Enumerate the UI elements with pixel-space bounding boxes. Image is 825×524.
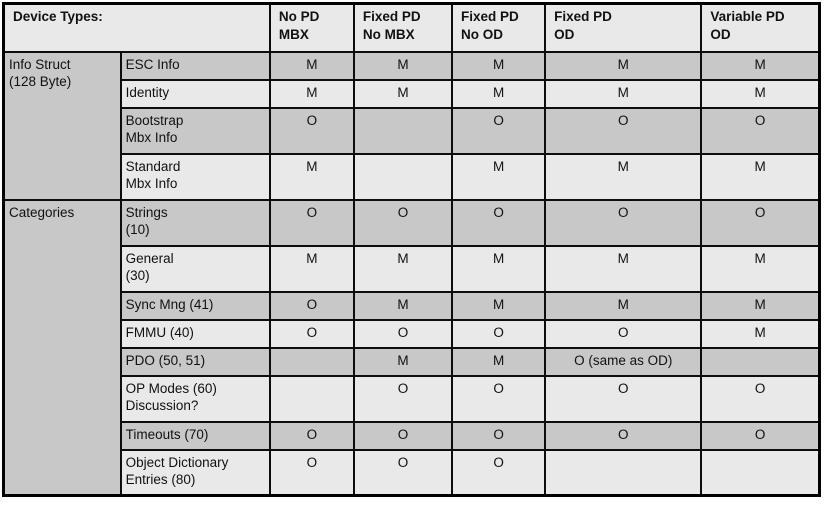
row-label: FMMU (40) [119,318,271,349]
group-cell-info-struct: Info Struct (128 Byte) [2,50,122,201]
value-cell: M [544,152,703,201]
value-cell: M [352,244,454,293]
col-header-no-pd-mbx: No PD MBX [268,2,355,53]
table-row-timeouts: Timeouts (70) O O O O O [4,420,821,451]
value-cell: O [451,106,547,155]
value-cell: O [352,318,454,349]
row-label: Object Dictionary Entries (80) [119,448,271,497]
value-cell: O [700,420,821,451]
value-cell: M [700,50,821,81]
table-row-esc-info: Info Struct (128 Byte) ESC Info M M M M … [2,50,821,201]
row-label: ESC Info [119,50,271,81]
col-header-fixed-pd-no-mbx: Fixed PD No MBX [352,2,454,53]
value-cell: M [700,318,821,349]
value-cell: O [268,448,355,497]
row-label: PDO (50, 51) [119,346,271,377]
table-row-general: General (30) M M M M M [4,244,821,293]
value-cell: O [700,374,821,423]
table-row-fmmu: FMMU (40) O O O O M [4,318,821,349]
value-cell: O (same as OD) [544,346,703,377]
value-cell: M [451,290,547,321]
value-cell: M [352,78,454,109]
value-cell: O [451,420,547,451]
value-cell: O [268,420,355,451]
value-cell: M [544,290,703,321]
value-cell: M [268,152,355,201]
value-cell: M [451,50,547,81]
value-cell: M [700,244,821,293]
value-cell: O [268,290,355,321]
col-header-variable-pd-od: Variable PD OD [700,2,821,53]
value-cell: O [352,374,454,423]
value-cell [268,374,355,423]
value-cell: M [544,78,703,109]
row-label: Identity [119,78,271,109]
value-cell: M [352,50,454,81]
col-header-fixed-pd-no-od: Fixed PD No OD [451,2,547,53]
row-label: Timeouts (70) [119,420,271,451]
value-cell: M [451,152,547,201]
row-label: Sync Mng (41) [119,290,271,321]
value-cell: O [544,420,703,451]
row-label: Standard Mbx Info [119,152,271,201]
value-cell [352,152,454,201]
value-cell [700,346,821,377]
value-cell: O [352,198,454,247]
value-cell: M [544,244,703,293]
value-cell: M [700,152,821,201]
value-cell: O [700,106,821,155]
row-label: Strings (10) [119,198,271,247]
value-cell: M [544,50,703,81]
table-row-object-dictionary: Object Dictionary Entries (80) O O O [4,448,821,497]
value-cell [544,448,703,497]
value-cell: M [268,78,355,109]
table-row-sync-mng: Sync Mng (41) O M M M M [4,290,821,321]
value-cell: O [268,318,355,349]
value-cell: O [451,198,547,247]
value-cell: O [544,198,703,247]
device-types-table: Device Types: No PD MBX Fixed PD No MBX … [2,2,821,497]
row-label: OP Modes (60) Discussion? [119,374,271,423]
value-cell: O [451,448,547,497]
table-row-standard-mbx-info: Standard Mbx Info M M M M [4,152,821,201]
value-cell: O [544,374,703,423]
value-cell: O [451,374,547,423]
header-row: Device Types: No PD MBX Fixed PD No MBX … [2,2,821,53]
value-cell: O [544,106,703,155]
value-cell: O [544,318,703,349]
value-cell: M [352,346,454,377]
value-cell: M [451,78,547,109]
group-cell-categories: Categories [2,198,122,497]
device-types-title: Device Types: [2,2,271,53]
value-cell: M [451,244,547,293]
value-cell: M [700,78,821,109]
table-row-op-modes: OP Modes (60) Discussion? O O O O [4,374,821,423]
value-cell: M [700,290,821,321]
value-cell: M [268,244,355,293]
value-cell: O [700,198,821,247]
value-cell: O [268,198,355,247]
value-cell: O [352,448,454,497]
value-cell: M [451,346,547,377]
col-header-fixed-pd-od: Fixed PD OD [544,2,703,53]
value-cell [352,106,454,155]
value-cell: M [352,290,454,321]
table-row-pdo: PDO (50, 51) M M O (same as OD) [4,346,821,377]
row-label: Bootstrap Mbx Info [119,106,271,155]
table-row-identity: Identity M M M M M [4,78,821,109]
value-cell [700,448,821,497]
table-row-bootstrap-mbx-info: Bootstrap Mbx Info O O O O [4,106,821,155]
value-cell: M [268,50,355,81]
value-cell: O [352,420,454,451]
value-cell: O [451,318,547,349]
table-row-strings: Categories Strings (10) O O O O O [2,198,821,497]
value-cell [268,346,355,377]
value-cell: O [268,106,355,155]
row-label: General (30) [119,244,271,293]
